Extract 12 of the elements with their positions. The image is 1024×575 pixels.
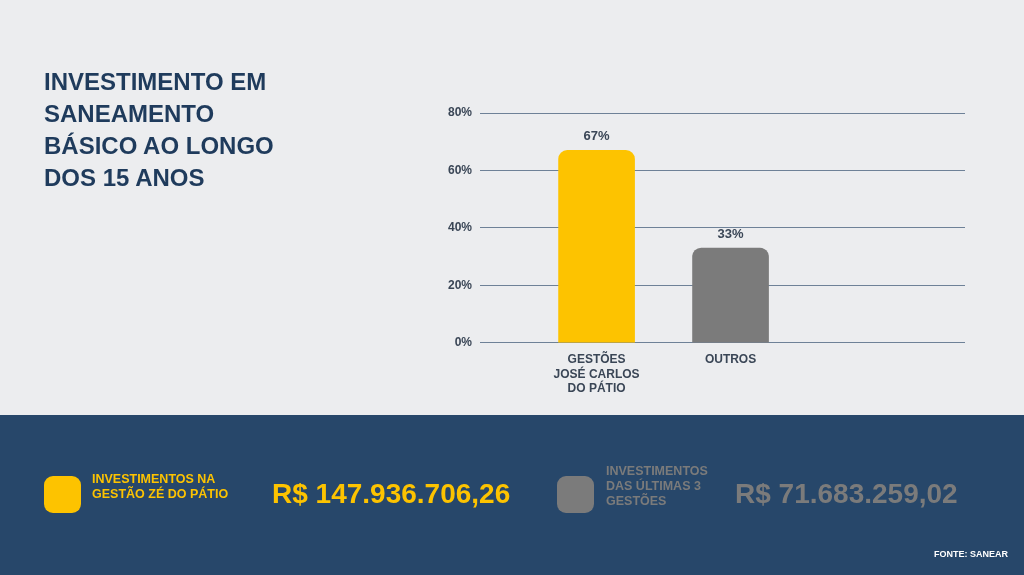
data-label: 33% bbox=[717, 226, 744, 242]
text: INVESTIMENTO EM SANEAMENTO BÁSICO AO LONGO DOS 15 ANOS bbox=[44, 67, 275, 193]
y-tick-label: 40% bbox=[447, 220, 473, 235]
y-tick-label: 80% bbox=[447, 105, 473, 120]
y-tick-label: 0% bbox=[454, 335, 473, 350]
y-tick-label: 60% bbox=[447, 162, 473, 177]
x-tick-label: OUTROS bbox=[704, 352, 757, 367]
data-label: 67% bbox=[583, 128, 611, 144]
footer-panel: INVESTIMENTOS NA GESTÃO ZÉ DO PÁTIO R$ 147.936.706,26 INVESTIMENTOS DAS ÚLTIMAS 3 GESTÕES R$ 71.683.259,02 FONTE: SANEAR bbox=[0, 415, 1024, 575]
y-tick-label: 20% bbox=[447, 277, 473, 292]
source-note: FONTE: SANEAR bbox=[934, 549, 1008, 559]
x-tick-label: GESTÕES JOSÉ CARLOS DO PÁTIO bbox=[553, 351, 640, 396]
